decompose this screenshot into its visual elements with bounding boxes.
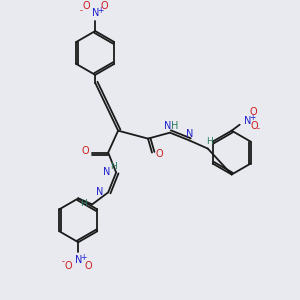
Text: -: -: [62, 256, 65, 266]
Text: +: +: [98, 6, 104, 15]
Text: N: N: [103, 167, 111, 178]
Text: N: N: [75, 255, 82, 265]
Text: O: O: [250, 107, 257, 117]
Text: +: +: [81, 253, 87, 262]
Text: O: O: [81, 146, 89, 156]
Text: O: O: [100, 1, 108, 11]
Text: +: +: [249, 113, 256, 122]
Text: O: O: [82, 1, 90, 11]
Text: H: H: [80, 199, 87, 208]
Text: N: N: [92, 8, 99, 18]
Text: -: -: [257, 124, 260, 133]
Text: -: -: [80, 7, 83, 16]
Text: N: N: [186, 129, 194, 139]
Text: N: N: [164, 121, 172, 131]
Text: H: H: [171, 121, 178, 131]
Text: N: N: [244, 116, 251, 126]
Text: H: H: [206, 137, 213, 146]
Text: O: O: [155, 148, 163, 159]
Text: O: O: [64, 261, 72, 271]
Text: H: H: [110, 162, 116, 171]
Text: O: O: [251, 121, 258, 131]
Text: O: O: [84, 261, 92, 271]
Text: N: N: [95, 188, 103, 197]
